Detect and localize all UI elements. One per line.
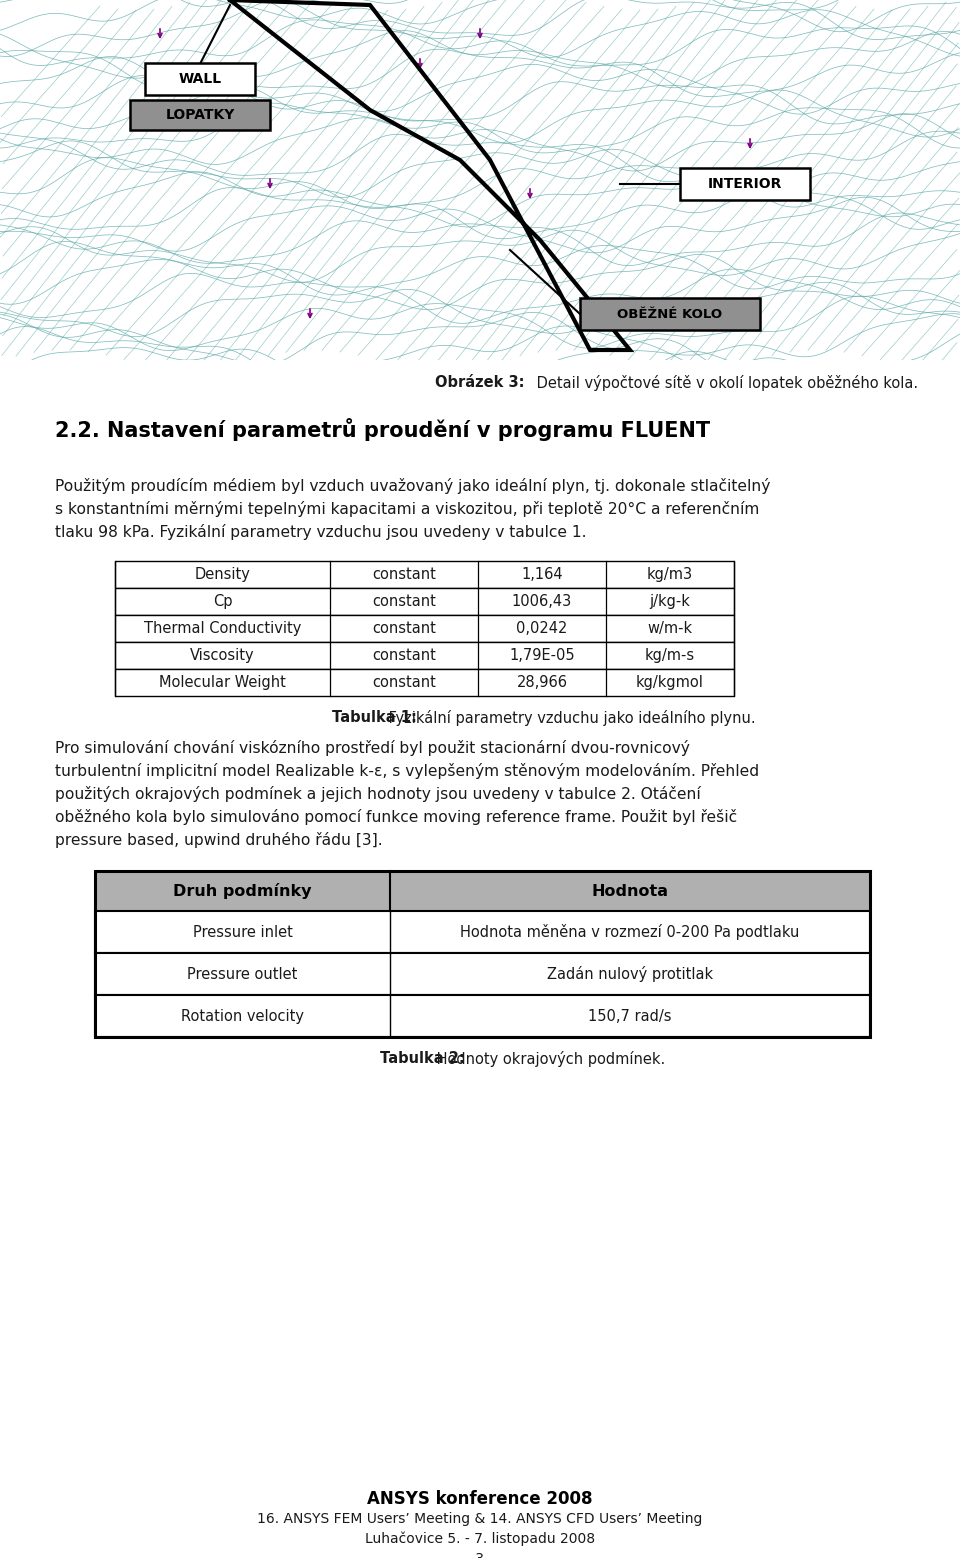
Text: constant: constant (372, 567, 436, 583)
Text: Pressure inlet: Pressure inlet (193, 924, 293, 939)
Text: použitých okrajových podmínek a jejich hodnoty jsou uvedeny v tabulce 2. Otáčení: použitých okrajových podmínek a jejich h… (55, 785, 701, 802)
Text: kg/kgmol: kg/kgmol (636, 675, 704, 690)
Text: Zadán nulový protitlak: Zadán nulový protitlak (547, 966, 713, 982)
Bar (95, 996, 870, 1038)
Text: Detail výpočtové sítě v okolí lopatek oběžného kola.: Detail výpočtové sítě v okolí lopatek ob… (532, 375, 918, 391)
Bar (95, 871, 870, 911)
Text: Molecular Weight: Molecular Weight (159, 675, 286, 690)
Bar (115, 668, 734, 696)
Text: INTERIOR: INTERIOR (708, 178, 782, 192)
Bar (130, 100, 270, 129)
Text: constant: constant (372, 594, 436, 609)
Text: Thermal Conductivity: Thermal Conductivity (144, 622, 301, 636)
Text: tlaku 98 kPa. Fyzikální parametry vzduchu jsou uvedeny v tabulce 1.: tlaku 98 kPa. Fyzikální parametry vzduch… (55, 523, 587, 541)
Text: 1006,43: 1006,43 (512, 594, 572, 609)
Text: Druh podmínky: Druh podmínky (173, 883, 312, 899)
Bar (145, 62, 255, 95)
Text: 1,164: 1,164 (521, 567, 563, 583)
Bar (115, 615, 734, 642)
Text: oběžného kola bylo simulováno pomocí funkce moving reference frame. Použit byl ř: oběžného kola bylo simulováno pomocí fun… (55, 809, 737, 826)
Text: w/m-k: w/m-k (647, 622, 692, 636)
Text: Cp: Cp (213, 594, 232, 609)
Text: 150,7 rad/s: 150,7 rad/s (588, 1008, 672, 1024)
Text: Hodnota: Hodnota (591, 883, 668, 899)
Text: ANSYS konference 2008: ANSYS konference 2008 (368, 1489, 592, 1508)
Text: LOPATKY: LOPATKY (165, 108, 234, 122)
Bar (115, 561, 734, 587)
Text: Použitým proudícím médiem byl vzduch uvažovaný jako ideální plyn, tj. dokonale s: Použitým proudícím médiem byl vzduch uva… (55, 478, 770, 494)
Text: constant: constant (372, 675, 436, 690)
Bar (115, 587, 734, 615)
Text: turbulentní implicitní model Realizable k-ε, s vylepšeným stěnovým modelováním. : turbulentní implicitní model Realizable … (55, 763, 759, 779)
Bar (580, 298, 760, 330)
Text: 28,966: 28,966 (516, 675, 567, 690)
Bar (95, 871, 870, 1038)
Bar (95, 911, 870, 953)
Bar (680, 168, 810, 199)
Text: 0,0242: 0,0242 (516, 622, 567, 636)
Text: Tabulka 1:: Tabulka 1: (332, 710, 417, 724)
Text: WALL: WALL (179, 72, 222, 86)
Text: Luhačovice 5. - 7. listopadu 2008: Luhačovice 5. - 7. listopadu 2008 (365, 1532, 595, 1547)
Text: 16. ANSYS FEM Users’ Meeting & 14. ANSYS CFD Users’ Meeting: 16. ANSYS FEM Users’ Meeting & 14. ANSYS… (257, 1511, 703, 1525)
Bar (115, 642, 734, 668)
Text: OBĚŽNÉ KOLO: OBĚŽNÉ KOLO (617, 307, 723, 321)
Text: kg/m-s: kg/m-s (645, 648, 695, 664)
Text: Hodnota měněna v rozmezí 0-200 Pa podtlaku: Hodnota měněna v rozmezí 0-200 Pa podtla… (460, 924, 800, 939)
Text: Viscosity: Viscosity (190, 648, 254, 664)
Text: constant: constant (372, 648, 436, 664)
Text: Tabulka 2:: Tabulka 2: (380, 1052, 465, 1066)
Text: j/kg-k: j/kg-k (650, 594, 690, 609)
Text: pressure based, upwind druhého řádu [3].: pressure based, upwind druhého řádu [3]. (55, 832, 383, 848)
Text: constant: constant (372, 622, 436, 636)
Text: s konstantními měrnými tepelnými kapacitami a viskozitou, při teplotě 20°C a ref: s konstantními měrnými tepelnými kapacit… (55, 502, 759, 517)
Text: Pro simulování chování viskózního prostředí byl použit stacionární dvou-rovnicov: Pro simulování chování viskózního prostř… (55, 740, 690, 756)
Text: 1,79E-05: 1,79E-05 (509, 648, 575, 664)
Text: - 3 -: - 3 - (467, 1552, 493, 1558)
Text: Hodnoty okrajových podmínek.: Hodnoty okrajových podmínek. (432, 1052, 665, 1067)
Text: 2.2. Nastavení parametrů proudění v programu FLUENT: 2.2. Nastavení parametrů proudění v prog… (55, 418, 710, 441)
Text: Fyzikální parametry vzduchu jako ideálního plynu.: Fyzikální parametry vzduchu jako ideální… (384, 710, 756, 726)
Text: Pressure outlet: Pressure outlet (187, 966, 298, 982)
Bar (95, 953, 870, 996)
Text: kg/m3: kg/m3 (647, 567, 693, 583)
Text: Density: Density (195, 567, 251, 583)
Text: Rotation velocity: Rotation velocity (181, 1008, 304, 1024)
Text: Obrázek 3:: Obrázek 3: (435, 375, 525, 390)
